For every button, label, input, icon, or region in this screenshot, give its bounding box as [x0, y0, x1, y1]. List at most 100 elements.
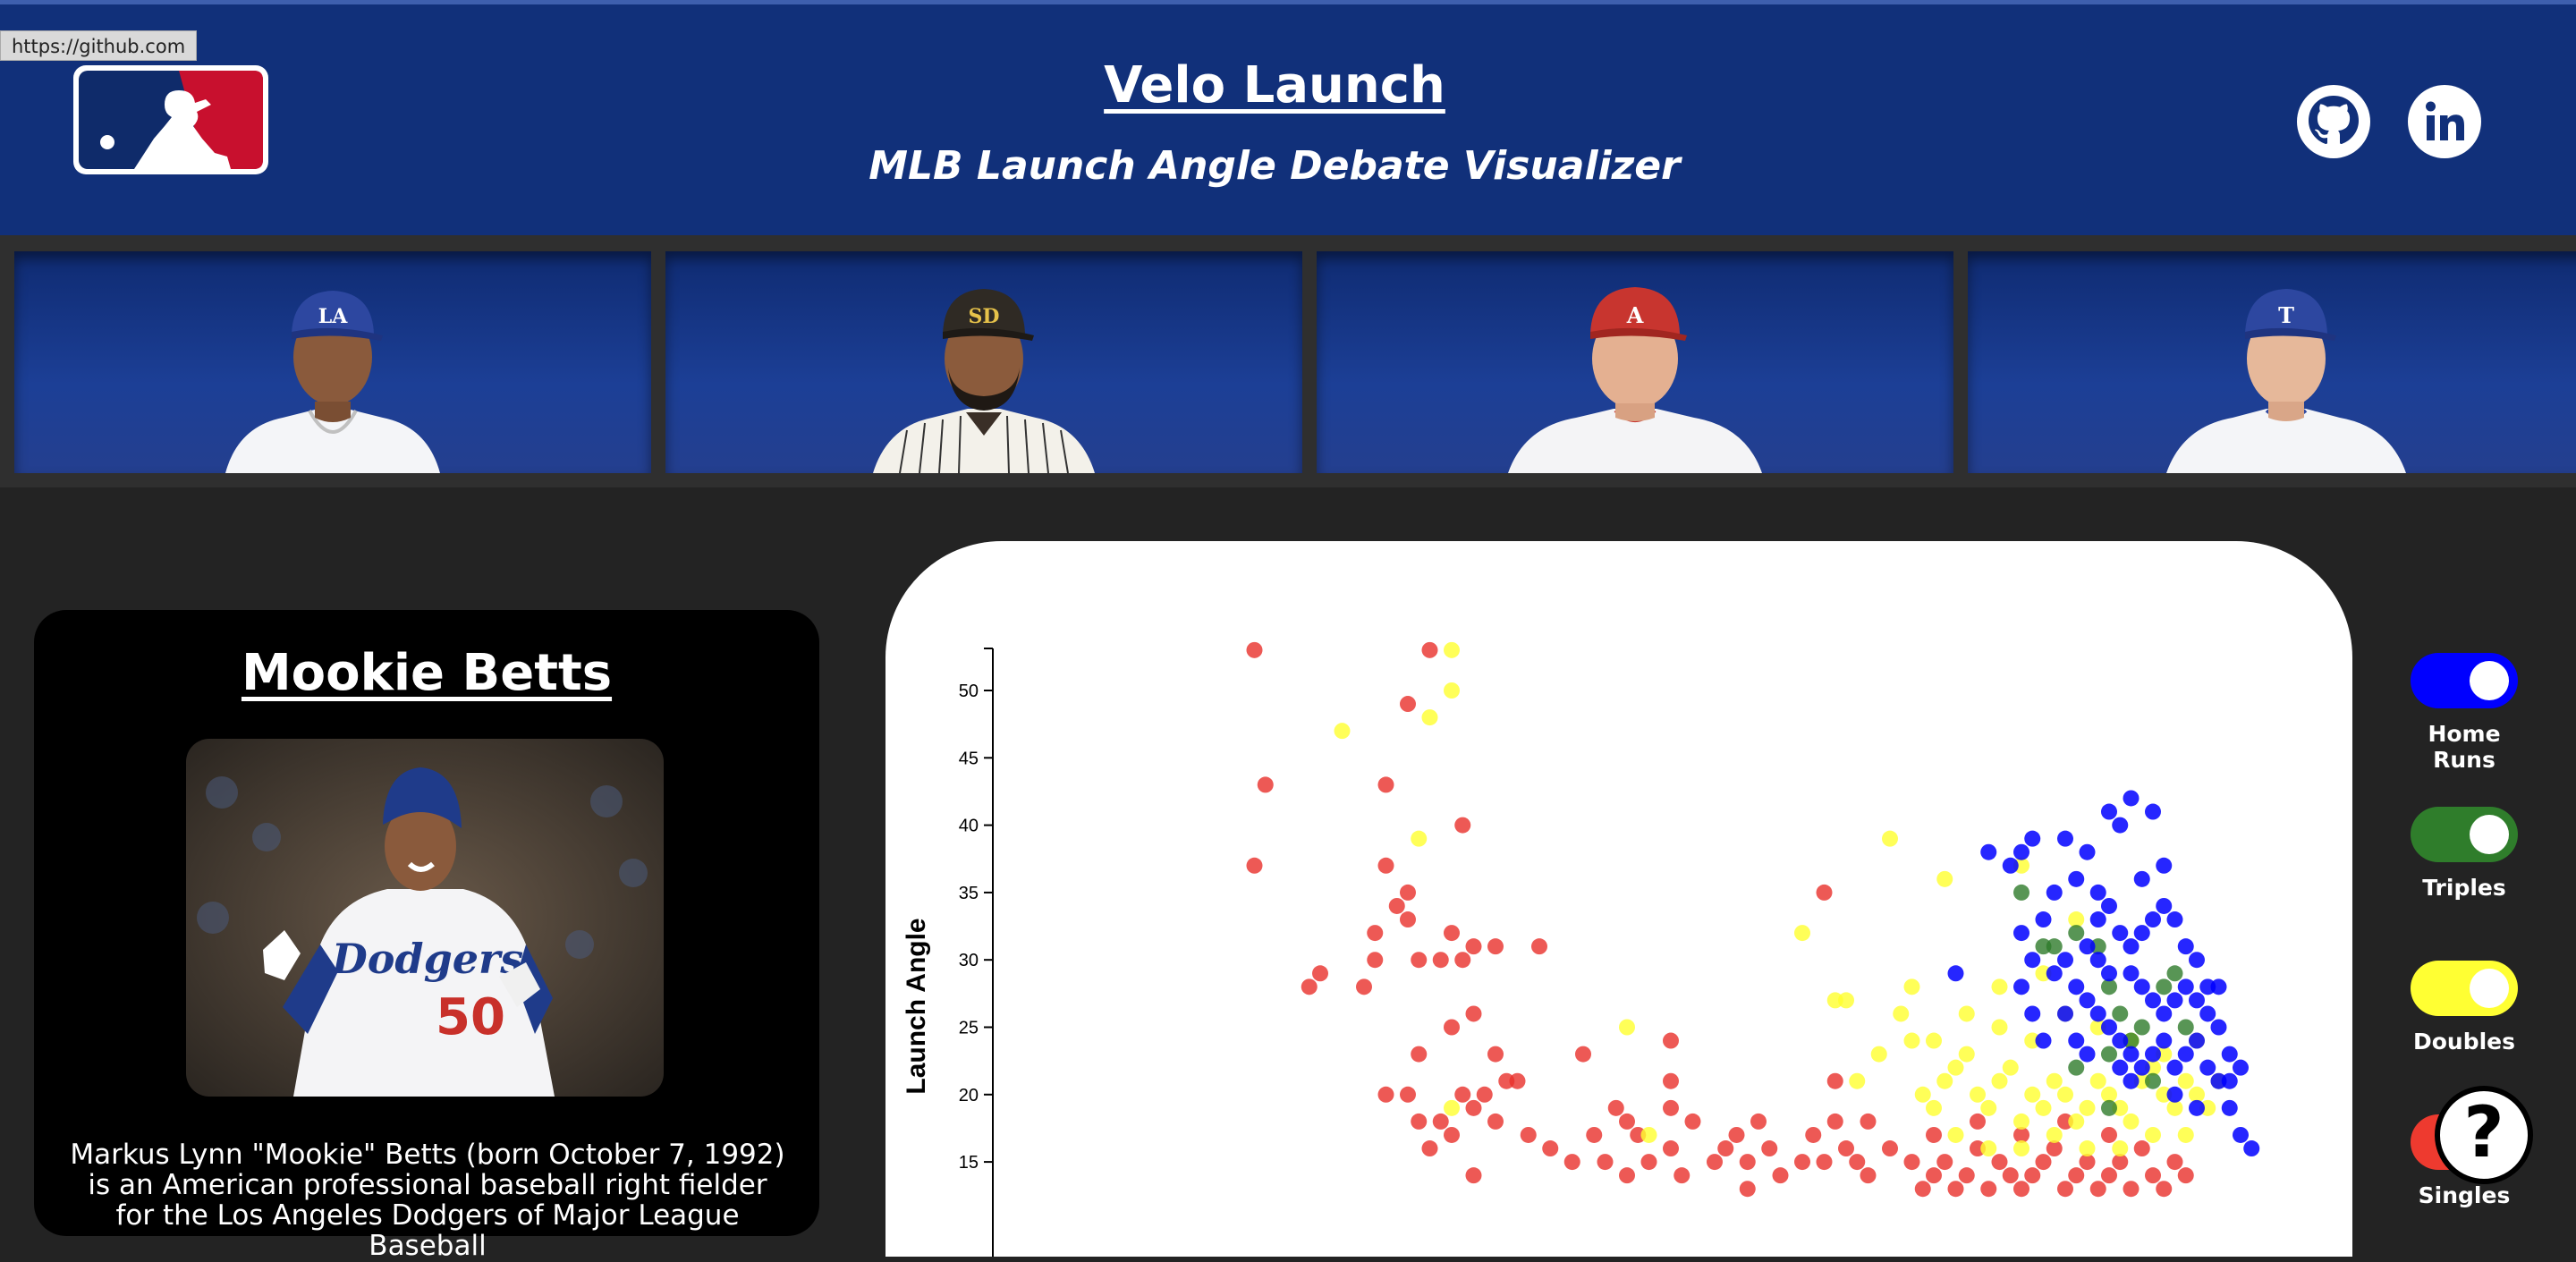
scatter-point-doubles	[1444, 1099, 1460, 1116]
scatter-point-singles	[1926, 1126, 1942, 1143]
scatter-point-doubles	[2177, 1072, 2194, 1089]
scatter-point-home-runs	[2233, 1126, 2249, 1143]
scatter-point-home-runs	[2024, 830, 2041, 847]
scatter-point-home-runs	[2057, 952, 2073, 969]
scatter-point-singles	[2079, 1154, 2096, 1171]
y-tick-label: 45	[959, 749, 979, 768]
scatter-point-doubles	[2112, 1140, 2129, 1157]
player-card-2[interactable]: SD	[665, 251, 1302, 473]
scatter-point-singles	[1257, 776, 1274, 793]
scatter-point-singles	[1860, 1167, 1877, 1184]
scatter-point-home-runs	[2177, 978, 2194, 995]
scatter-point-singles	[1849, 1154, 1866, 1171]
scatter-point-singles	[2035, 1154, 2052, 1171]
player-card-4[interactable]: T	[1968, 251, 2576, 473]
team-logo: SD	[969, 305, 1000, 328]
scatter-point-home-runs	[2133, 925, 2150, 942]
scatter-point-doubles	[1936, 870, 1953, 887]
scatter-point-home-runs	[2145, 803, 2161, 820]
player-card-3[interactable]: A	[1317, 251, 1953, 473]
scatter-point-singles	[1761, 1140, 1778, 1157]
scatter-point-singles	[1312, 965, 1328, 982]
scatter-point-doubles	[1903, 1032, 1920, 1049]
scatter-point-doubles	[1411, 830, 1428, 847]
scatter-point-doubles	[1936, 1072, 1953, 1089]
scatter-point-home-runs	[2079, 992, 2096, 1009]
scatter-point-singles	[1421, 641, 1438, 658]
scatter-point-doubles	[2166, 1099, 2183, 1116]
scatter-point-home-runs	[2133, 1059, 2150, 1076]
scatter-point-home-runs	[2101, 965, 2117, 982]
help-button[interactable]: ?	[2435, 1086, 2533, 1184]
y-tick-label: 20	[959, 1086, 979, 1105]
site-title[interactable]: Velo Launch	[1104, 56, 1445, 114]
scatter-point-triples	[2068, 925, 2085, 942]
scatter-point-home-runs	[2112, 817, 2129, 834]
doubles-switch[interactable]	[2411, 961, 2518, 1016]
triples-switch[interactable]	[2411, 807, 2518, 862]
scatter-point-singles	[1454, 817, 1471, 834]
scatter-point-doubles	[1991, 1019, 2008, 1036]
scatter-point-home-runs	[2166, 911, 2183, 928]
toggle-triples[interactable]: Triples	[2397, 807, 2531, 901]
scatter-point-doubles	[1970, 1086, 1986, 1103]
toggle-doubles[interactable]: Doubles	[2397, 961, 2531, 1054]
scatter-point-triples	[2101, 1099, 2117, 1116]
scatter-point-doubles	[1980, 1099, 1997, 1116]
site-subtitle: MLB Launch Angle Debate Visualizer	[869, 143, 1681, 189]
mlb-logo-icon[interactable]	[72, 64, 270, 176]
scatter-point-home-runs	[2133, 870, 2150, 887]
home-runs-switch[interactable]	[2411, 653, 2518, 708]
scatter-point-singles	[2013, 1181, 2029, 1198]
scatter-point-singles	[1586, 1126, 1603, 1143]
scatter-point-triples	[2177, 1019, 2194, 1036]
scatter-point-singles	[1400, 884, 1416, 901]
scatter-point-home-runs	[2166, 992, 2183, 1009]
scatter-point-doubles	[2013, 1140, 2029, 1157]
scatter-point-singles	[1487, 938, 1504, 955]
cap-icon	[292, 291, 374, 334]
scatter-point-singles	[1444, 925, 1460, 942]
scatter-point-doubles	[1991, 978, 2008, 995]
scatter-point-singles	[1816, 884, 1833, 901]
scatter-point-singles	[2123, 1181, 2140, 1198]
scatter-point-doubles	[2024, 1086, 2041, 1103]
scatter-point-triples	[2046, 938, 2063, 955]
scatter-point-singles	[1936, 1154, 1953, 1171]
scatter-point-singles	[1388, 897, 1405, 914]
scatter-point-home-runs	[2156, 897, 2173, 914]
scatter-point-home-runs	[2243, 1140, 2260, 1157]
scatter-point-singles	[2101, 1167, 2117, 1184]
scatter-point-triples	[2166, 965, 2183, 982]
scatter-point-singles	[1640, 1154, 1657, 1171]
scatter-point-doubles	[1870, 1046, 1887, 1063]
team-logo: A	[1626, 302, 1644, 328]
player-card-1[interactable]: LA	[14, 251, 651, 473]
scatter-point-doubles	[2068, 911, 2085, 928]
linkedin-icon[interactable]	[2406, 83, 2483, 160]
scatter-point-singles	[1684, 1113, 1701, 1130]
scatter-point-doubles	[1444, 641, 1460, 658]
scatter-point-singles	[1947, 1181, 1964, 1198]
scatter-point-doubles	[2035, 1099, 2052, 1116]
scatter-point-singles	[1794, 1154, 1810, 1171]
scatter-point-singles	[1367, 925, 1384, 942]
scatter-point-singles	[1465, 1099, 1482, 1116]
player-headshot: SD	[873, 289, 1095, 473]
scatter-point-singles	[1750, 1113, 1767, 1130]
scatter-point-home-runs	[2035, 1032, 2052, 1049]
scatter-point-home-runs	[2068, 870, 2085, 887]
scatter-point-singles	[1826, 1072, 1843, 1089]
toggle-home-runs[interactable]: Home Runs	[2397, 653, 2531, 773]
github-icon[interactable]	[2295, 83, 2372, 160]
scatter-point-doubles	[1926, 1099, 1942, 1116]
scatter-point-singles	[1739, 1154, 1756, 1171]
scatter-point-doubles	[2002, 1059, 2019, 1076]
scatter-point-home-runs	[2210, 1019, 2227, 1036]
scatter-point-doubles	[1444, 682, 1460, 699]
scatter-point-doubles	[1421, 709, 1438, 726]
scatter-point-singles	[2057, 1181, 2073, 1198]
scatter-point-triples	[2112, 1005, 2129, 1022]
player-headshot: A	[1508, 287, 1762, 473]
scatter-point-singles	[1465, 1167, 1482, 1184]
